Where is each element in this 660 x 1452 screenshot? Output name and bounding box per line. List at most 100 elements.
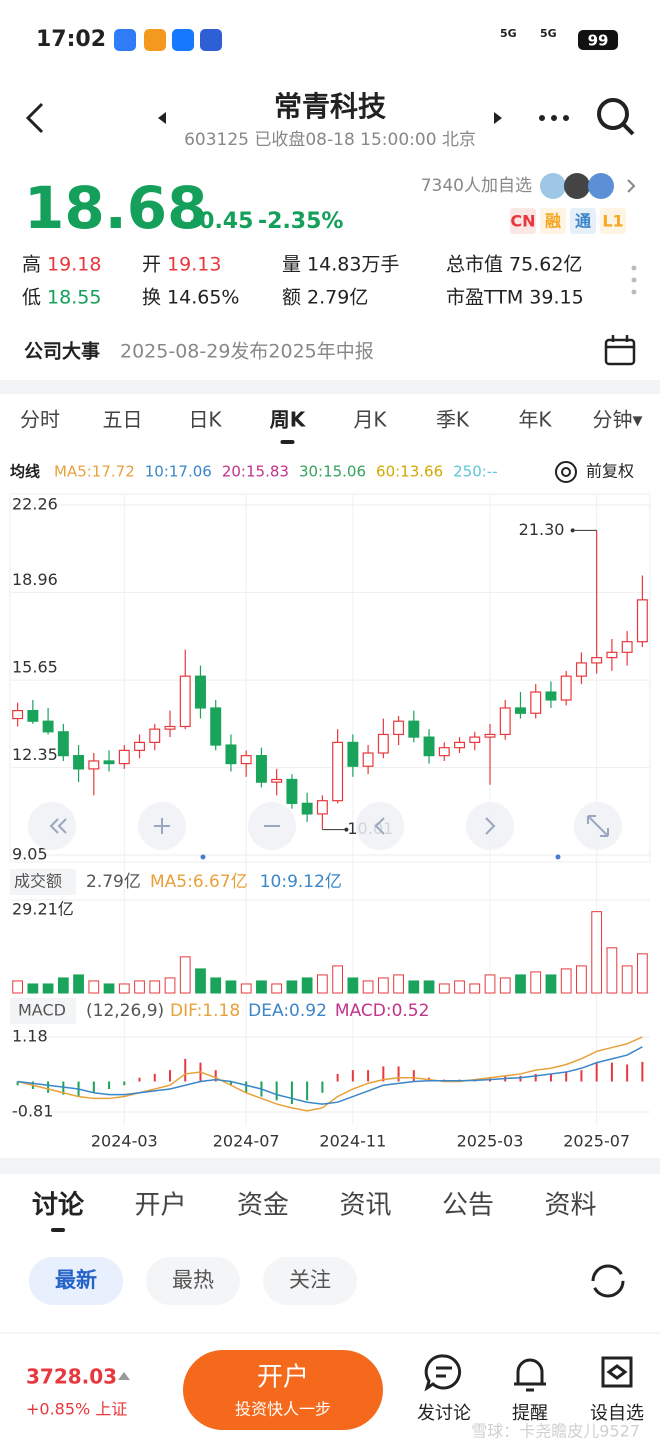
volume-bar	[73, 974, 84, 994]
volume-bar	[530, 971, 542, 994]
button-sub: 投资快人一步	[235, 1400, 331, 1419]
candle-body	[636, 599, 648, 643]
stat-value: 2.79亿	[307, 287, 368, 309]
back-button[interactable]	[25, 102, 44, 134]
volume-bar	[484, 974, 496, 994]
volume-bar	[195, 968, 206, 994]
filter-pill[interactable]	[29, 1257, 123, 1305]
calendar-icon[interactable]	[604, 335, 636, 366]
candle-body	[73, 755, 85, 770]
content-tab[interactable]: 讨论	[32, 1191, 85, 1221]
volume-bar	[377, 977, 389, 994]
stat-label: 换	[142, 287, 161, 309]
period-tab[interactable]: 季K	[436, 408, 470, 432]
content-tab[interactable]: 资讯	[339, 1191, 391, 1221]
content-tab[interactable]: 开户	[134, 1191, 186, 1221]
volume-bar	[347, 977, 359, 994]
volume-bar	[469, 983, 481, 994]
network: 5G	[500, 27, 517, 40]
chart-control-icon	[485, 817, 496, 835]
event-label: 公司大事	[24, 340, 100, 363]
adjust-mode[interactable]: 前复权	[586, 462, 634, 481]
candle-body	[210, 707, 222, 746]
panel-current: 2.79亿	[86, 872, 141, 892]
adjust-icon[interactable]	[555, 461, 577, 483]
volume-bar	[621, 965, 633, 994]
candle-body	[103, 760, 115, 765]
x-tick-label: 2024-07	[213, 1132, 280, 1151]
ma-label: 250:--	[453, 463, 498, 481]
candle-body	[514, 707, 526, 714]
more-dots	[631, 265, 637, 295]
action-label[interactable]: 设自选	[590, 1403, 644, 1424]
period-tab[interactable]: 日K	[188, 408, 222, 432]
stat-value: 18.55	[47, 287, 101, 309]
tab-indicator	[51, 1228, 65, 1232]
annotation-dot	[570, 528, 575, 533]
content-tab[interactable]: 公告	[442, 1191, 494, 1221]
stock-subtitle: 603125 已收盘08-18 15:00:00 北京	[184, 130, 476, 150]
legend-label: DEA:0.92	[248, 1001, 327, 1021]
stat-label: 低	[22, 287, 41, 309]
volume-bar	[149, 980, 161, 994]
open-account-button[interactable]	[183, 1350, 383, 1430]
candle-body	[591, 657, 603, 664]
tag-bg	[540, 208, 566, 234]
separator	[0, 1158, 660, 1174]
index-change: +0.85% 上证	[26, 1400, 127, 1419]
volume-bar	[317, 974, 328, 994]
y-tick-label: 1.18	[12, 1027, 48, 1046]
candle-body	[408, 720, 420, 738]
chevron[interactable]	[627, 179, 636, 193]
filter-pill[interactable]	[146, 1257, 240, 1305]
stat-value: 14.65%	[167, 287, 239, 309]
app-icon	[144, 29, 166, 51]
chart-control[interactable]	[356, 802, 404, 850]
candle-body	[423, 736, 435, 757]
period-tab[interactable]: 分时	[20, 408, 60, 432]
candle-body	[545, 691, 557, 701]
action-label[interactable]: 发讨论	[417, 1403, 471, 1424]
macd-line	[17, 1036, 643, 1112]
chart-controls	[28, 802, 622, 860]
volume-bar	[423, 980, 435, 994]
volume-bar	[438, 983, 450, 994]
icon-watch	[601, 1356, 633, 1388]
filter-label: 最新	[55, 1268, 97, 1292]
candle-body	[332, 741, 344, 802]
tag: CN	[510, 212, 535, 231]
stat-label: 总市值	[446, 254, 503, 276]
content-tab[interactable]: 资料	[544, 1191, 596, 1221]
action-label[interactable]: 提醒	[512, 1403, 548, 1424]
x-tick-label: 2025-07	[563, 1132, 630, 1151]
panel-label: 成交额	[14, 872, 62, 891]
filter-pill[interactable]	[263, 1257, 357, 1305]
app-icon	[172, 29, 194, 51]
stat-value: 19.18	[47, 254, 101, 276]
candle-body	[454, 741, 465, 749]
refresh-icon[interactable]	[591, 1264, 625, 1298]
period-tab[interactable]: 周K	[270, 408, 307, 432]
candle-body	[27, 710, 39, 722]
battery	[578, 30, 618, 50]
page-dot	[555, 854, 561, 860]
avatar	[588, 173, 614, 199]
stat-value: 14.83万手	[307, 254, 399, 276]
period-tab[interactable]: 年K	[518, 408, 552, 432]
last-price: 18.68	[24, 174, 207, 242]
y-tick-label: 22.26	[12, 495, 58, 514]
period-tab[interactable]: 分钟▾	[592, 408, 642, 432]
period-tab[interactable]: 五日	[103, 408, 143, 432]
chart-control[interactable]	[466, 802, 514, 850]
panel-params: (12,26,9)	[86, 1001, 164, 1021]
content-tab[interactable]: 资金	[237, 1191, 289, 1221]
period-tab[interactable]: 月K	[353, 408, 387, 432]
avatar	[540, 173, 566, 199]
search-button[interactable]	[597, 98, 635, 136]
chart-control-icon	[374, 817, 385, 835]
volume-bar	[240, 983, 252, 994]
more-button[interactable]	[539, 115, 569, 121]
volume-bar	[560, 968, 572, 994]
price-change: -0.45	[190, 209, 253, 234]
filter-label: 最热	[172, 1268, 214, 1292]
